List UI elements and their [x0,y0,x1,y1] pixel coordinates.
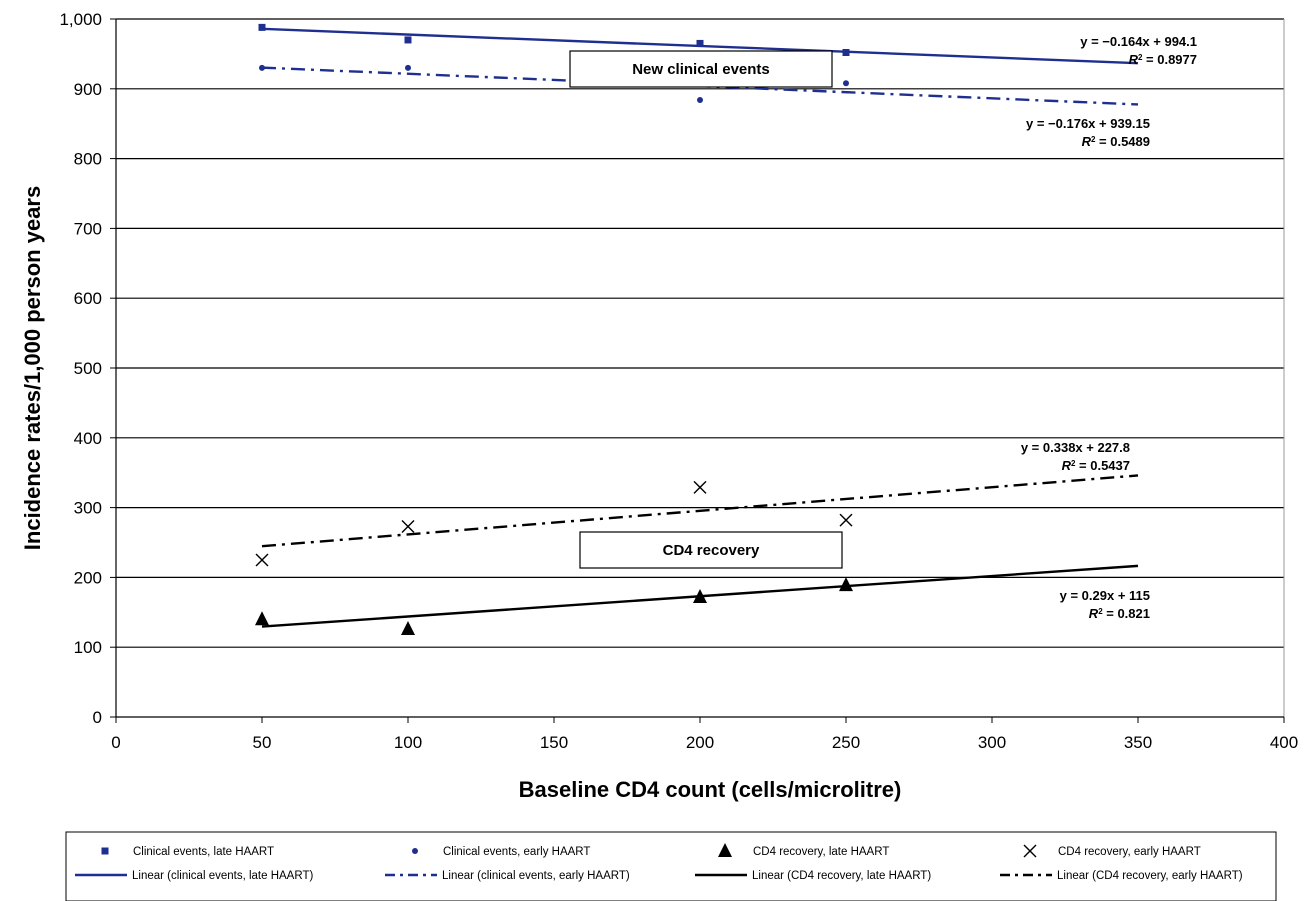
point-s2-3 [839,577,853,592]
x-tick-label-6: 300 [978,733,1006,752]
trendline-3 [261,474,1139,548]
y-tick-label-7: 700 [74,219,102,238]
equation-3: y = 0.338x + 227.8 [1021,440,1130,455]
grid-lines [116,18,1284,648]
equation-1: y = −0.176x + 939.15 [1026,116,1150,131]
axes [110,18,1285,723]
trendline-equations: y = −0.164x + 994.1 R2 = 0.8977 y = −0.176… [1021,34,1197,621]
point-s1-2 [697,96,703,103]
x-tick-label-7: 350 [1124,733,1152,752]
y-tick-labels: 0 100 200 300 400 500 600 700 800 900 1,000 [59,10,102,727]
equation-2: y = 0.29x + 115 [1060,588,1150,603]
point-s3-2 [693,480,707,494]
r-squared-2: R2 = 0.821 [1089,606,1150,621]
point-s0-2 [696,39,704,47]
annotation-boxes: New clinical events CD4 recovery [569,50,843,569]
x-tick-label-2: 100 [394,733,422,752]
x-tick-labels: 0 50 100 150 200 250 300 350 400 [111,733,1298,752]
point-s1-3 [843,80,849,87]
legend: Clinical events, late HAART Clinical even… [65,831,1277,901]
legend-marker-2 [718,843,732,857]
legend-marker-0 [101,847,109,855]
point-s2-0 [255,611,269,626]
x-tick-label-0: 0 [111,733,120,752]
x-tick-label-4: 200 [686,733,714,752]
y-tick-label-4: 400 [74,429,102,448]
annotation-label-0: New clinical events [632,61,770,78]
data-points [255,23,853,636]
point-s1-1 [405,64,411,71]
y-tick-label-10: 1,000 [59,10,102,29]
point-s3-0 [255,553,269,567]
legend-label-1: Clinical events, early HAART [443,846,590,858]
point-s0-3 [842,49,850,57]
legend-trend-label-2: Linear (CD4 recovery, late HAART) [752,870,931,882]
point-s1-0 [259,64,265,71]
y-tick-label-5: 500 [74,359,102,378]
legend-marker-3 [1023,844,1037,858]
r-squared-3: R2 = 0.5437 [1062,458,1130,473]
legend-label-3: CD4 recovery, early HAART [1058,846,1201,858]
legend-trend-label-1: Linear (clinical events, early HAART) [442,870,630,882]
r-squared-0: R2 = 0.8977 [1129,52,1197,67]
y-tick-label-2: 200 [74,568,102,587]
point-s2-1 [401,621,415,636]
y-axis-title: Incidence rates/1,000 person years [20,186,45,550]
x-tick-label-5: 250 [832,733,860,752]
y-tick-label-0: 0 [93,708,102,727]
point-s2-2 [693,588,707,603]
point-s3-1 [401,519,415,533]
annotation-box-1 [579,531,843,569]
y-tick-label-3: 300 [74,499,102,518]
x-tick-label-1: 50 [253,733,272,752]
y-tick-label-6: 600 [74,289,102,308]
equation-0: y = −0.164x + 994.1 [1080,34,1197,49]
legend-label-2: CD4 recovery, late HAART [753,846,889,858]
y-tick-label-9: 900 [74,80,102,99]
x-axis-title: Baseline CD4 count (cells/microlitre) [519,777,902,802]
point-s0-1 [404,36,412,44]
legend-trend-label-3: Linear (CD4 recovery, early HAART) [1057,870,1243,882]
r-squared-1: R2 = 0.5489 [1082,134,1150,149]
legend-frame [65,831,1277,901]
y-tick-label-8: 800 [74,150,102,169]
point-s3-3 [839,513,853,527]
legend-marker-1 [412,848,418,854]
x-tick-label-8: 400 [1270,733,1298,752]
annotation-label-1: CD4 recovery [663,542,760,559]
legend-trend-label-0: Linear (clinical events, late HAART) [132,870,313,882]
annotation-box-0 [569,50,833,88]
x-tick-label-3: 150 [540,733,568,752]
point-s0-0 [258,23,266,31]
legend-label-0: Clinical events, late HAART [133,846,274,858]
y-tick-label-1: 100 [74,638,102,657]
